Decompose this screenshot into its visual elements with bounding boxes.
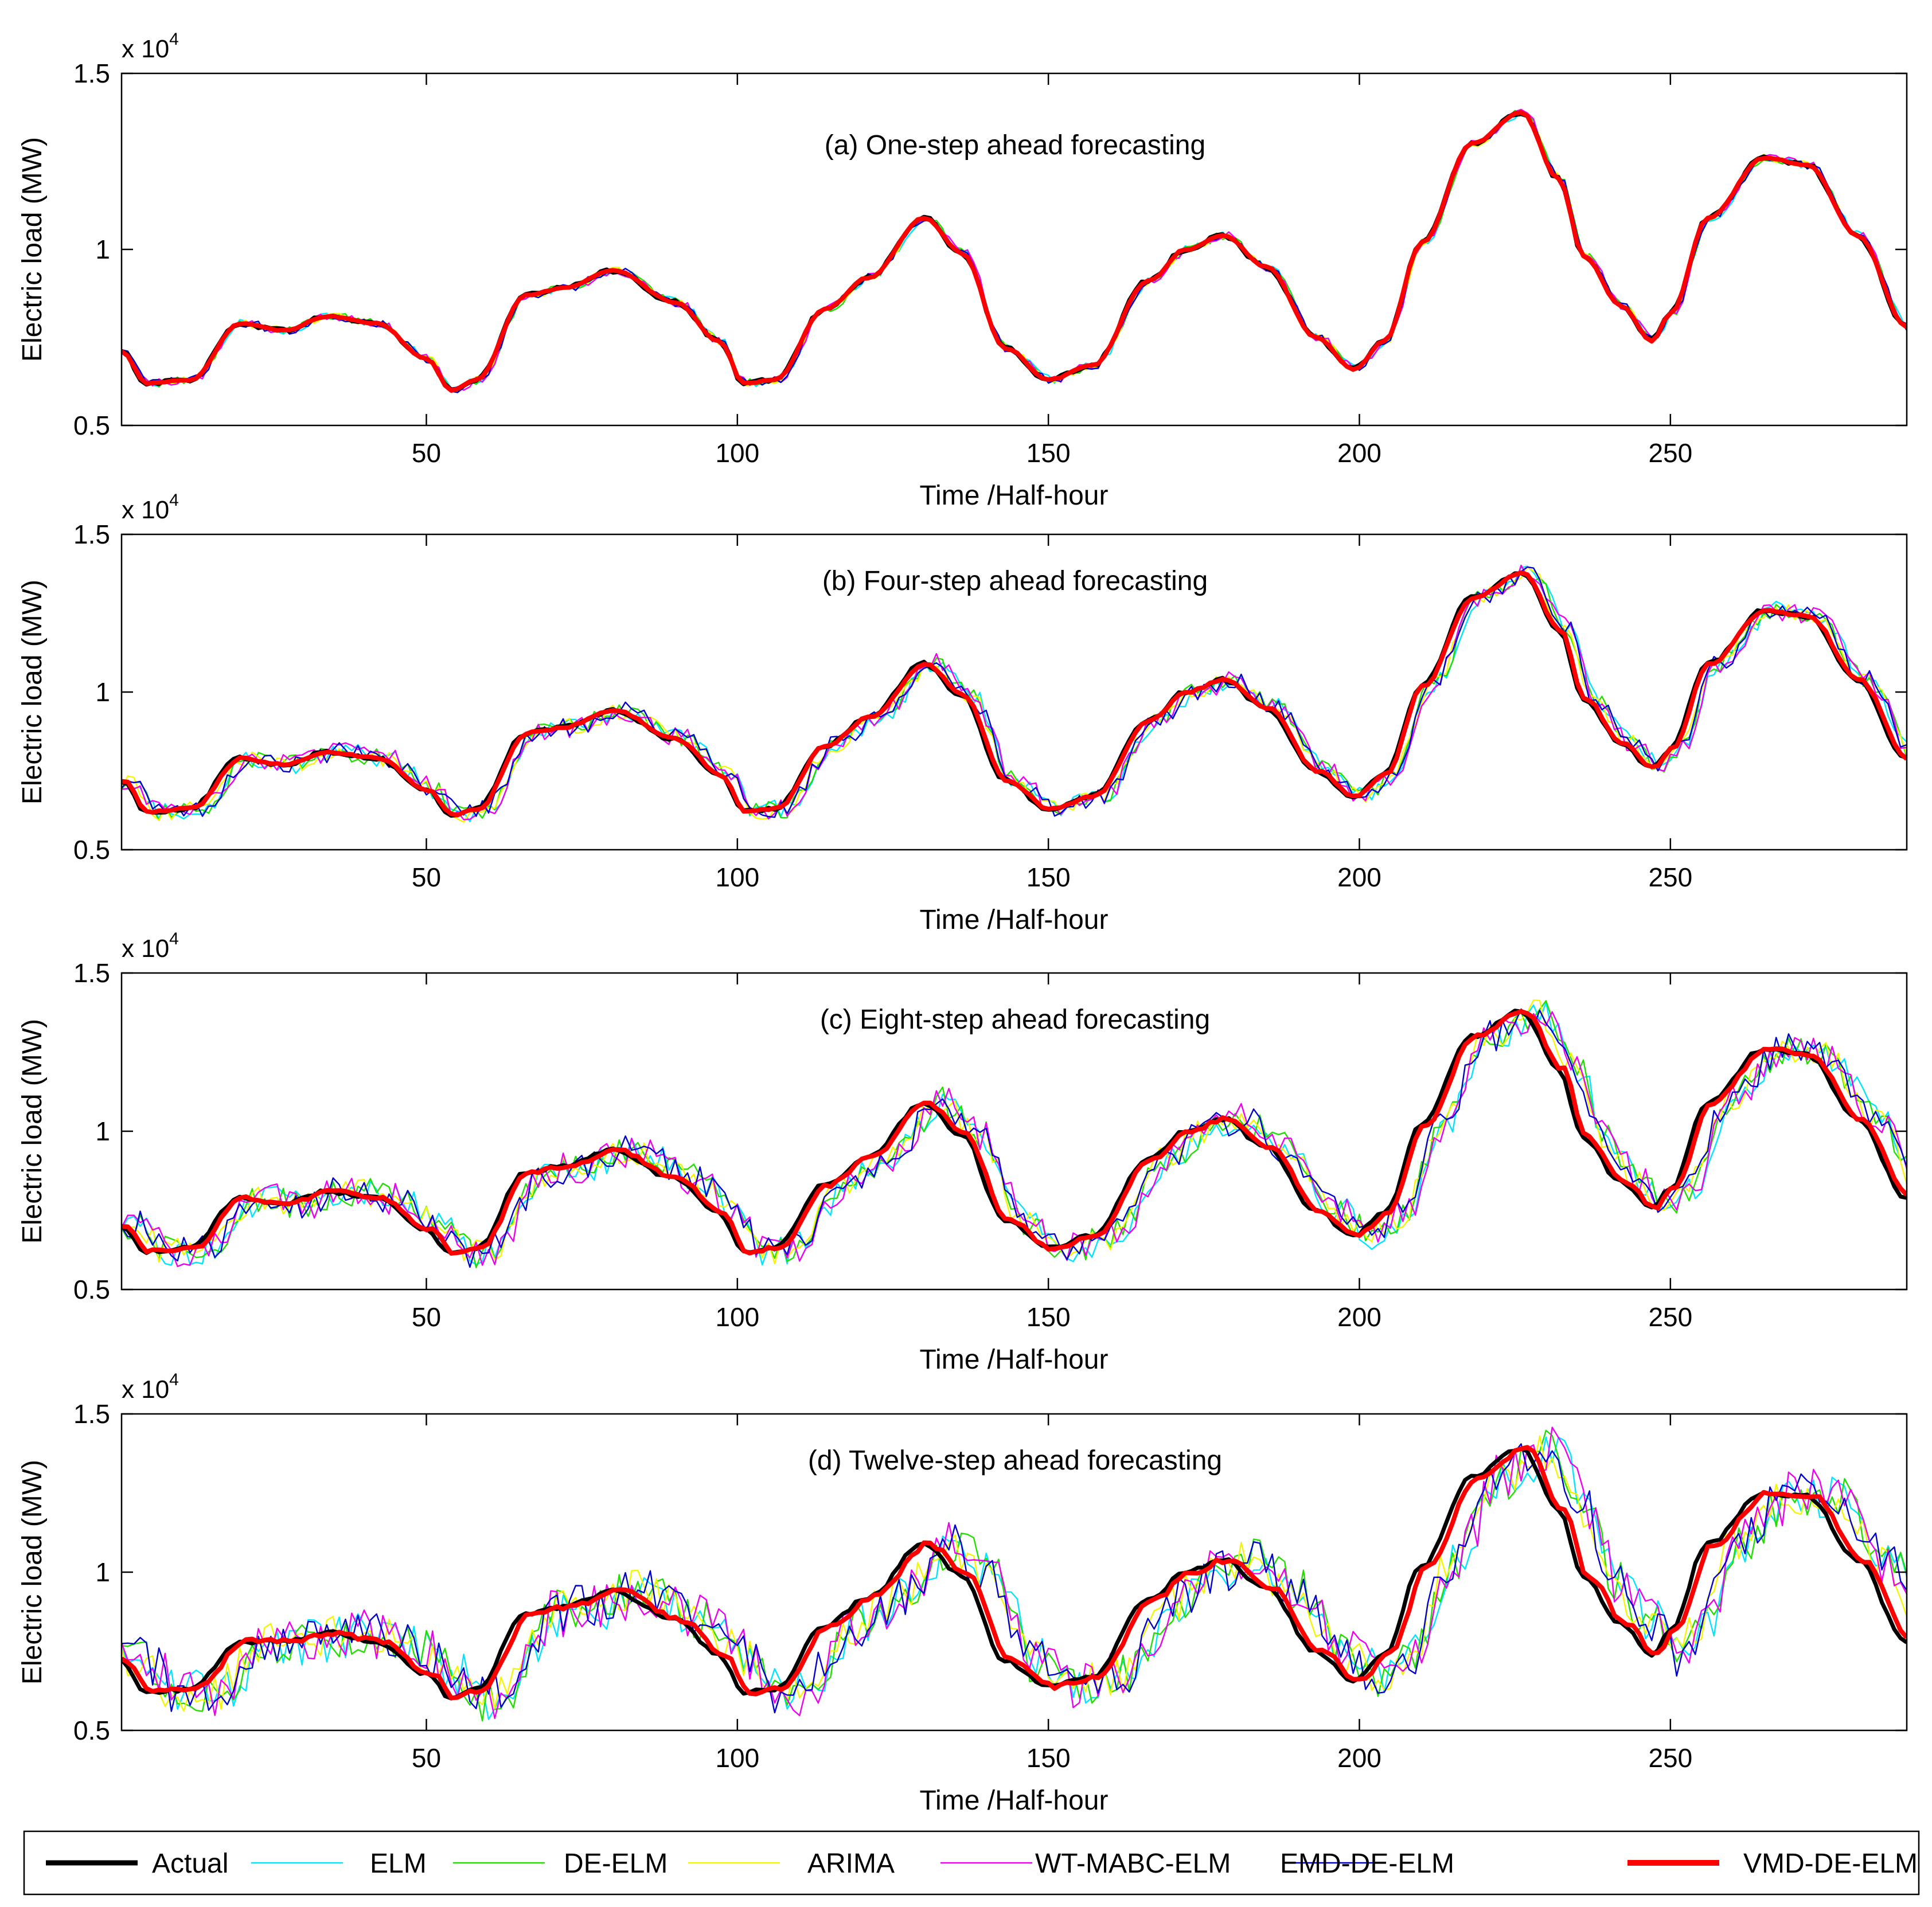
panel-c: 50 100 150 200 250 0.5 1 1.5 x 104 (c) Eight-step…	[17, 929, 1908, 1375]
x-tick-label: 200	[1337, 1302, 1381, 1332]
legend-label: EMD-DE-ELM	[1280, 1849, 1454, 1879]
legend-item: Actual	[46, 1849, 228, 1879]
x-tick-label: 200	[1337, 862, 1381, 892]
y-tick-label: 1.5	[73, 519, 110, 549]
legend-label: DE-ELM	[564, 1849, 668, 1879]
series-vmd-de-elm	[122, 1009, 1907, 1256]
y-tick-label: 1	[95, 1116, 110, 1146]
legend-label: WT-MABC-ELM	[1035, 1849, 1231, 1879]
x-tick-label: 250	[1648, 1743, 1692, 1773]
panel-b: 50 100 150 200 250 0.5 1 1.5 x 104 (b) Four-step …	[17, 491, 1908, 935]
x-axis-title: Time /Half-hour	[920, 480, 1109, 511]
legend-item: ELM	[251, 1849, 427, 1879]
x-tick-label: 50	[412, 438, 441, 468]
legend-item: EMD-DE-ELM	[1280, 1849, 1454, 1879]
y-axis-title: Electric load (MW)	[17, 1460, 48, 1685]
x-tick-label: 100	[715, 438, 759, 468]
x-tick-label: 100	[715, 862, 759, 892]
y-tick-label: 0.5	[73, 1715, 110, 1745]
x-tick-label: 200	[1337, 438, 1381, 468]
x-tick-label: 150	[1027, 862, 1071, 892]
x-tick-label: 100	[715, 1743, 759, 1773]
y-axis-title: Electric load (MW)	[17, 137, 48, 362]
x-tick-label: 150	[1027, 1743, 1071, 1773]
plot-area	[122, 1414, 1907, 1730]
x-tick-label: 50	[412, 1302, 441, 1332]
y-exponent-label: x 104	[122, 30, 179, 63]
legend-label: ARIMA	[807, 1849, 895, 1879]
x-tick-label: 250	[1648, 438, 1692, 468]
y-exponent-label: x 104	[122, 1370, 179, 1404]
plot-area	[122, 73, 1907, 425]
x-axis-title: Time /Half-hour	[920, 1785, 1109, 1816]
x-tick-label: 250	[1648, 1302, 1692, 1332]
legend-label: Actual	[152, 1849, 228, 1879]
y-tick-label: 0.5	[73, 835, 110, 865]
panel-title: (a) One-step ahead forecasting	[825, 130, 1205, 161]
panel-a: 50 100 150 200 250 0.5 1 1.5 x 104 (a) One-step a…	[17, 30, 1908, 511]
y-exponent-label: x 104	[122, 929, 179, 963]
x-tick-label: 150	[1027, 1302, 1071, 1332]
y-tick-label: 1	[95, 1557, 110, 1587]
x-tick-label: 200	[1337, 1743, 1381, 1773]
y-tick-label: 1	[95, 677, 110, 707]
series-emd-de-elm	[122, 1008, 1907, 1268]
panel-title: (b) Four-step ahead forecasting	[822, 566, 1208, 596]
series-vmd-de-elm	[122, 570, 1907, 818]
y-tick-label: 1.5	[73, 1399, 110, 1429]
y-tick-label: 1.5	[73, 958, 110, 988]
y-axis-title: Electric load (MW)	[17, 580, 48, 804]
y-tick-label: 0.5	[73, 411, 110, 440]
y-tick-label: 0.5	[73, 1275, 110, 1304]
x-axis-title: Time /Half-hour	[920, 1345, 1109, 1375]
legend-item: WT-MABC-ELM	[940, 1849, 1231, 1879]
series-wt-mabc-elm	[122, 1427, 1907, 1720]
legend-item: ARIMA	[688, 1849, 895, 1879]
legend-item: VMD-DE-ELM	[1627, 1849, 1918, 1879]
x-tick-label: 250	[1648, 862, 1692, 892]
plot-area	[122, 534, 1907, 850]
panel-title: (d) Twelve-step ahead forecasting	[808, 1445, 1222, 1476]
y-tick-label: 1.5	[73, 58, 110, 88]
panel-d: 50 100 150 200 250 0.5 1 1.5 x 104 (d) Twelve-ste…	[17, 1370, 1908, 1816]
legend-label: VMD-DE-ELM	[1743, 1849, 1918, 1879]
panel-title: (c) Eight-step ahead forecasting	[820, 1005, 1210, 1035]
legend: Actual ELM DE-ELM ARIMA WT-MABC-ELM EMD-DE-EL…	[23, 1830, 1920, 1896]
y-exponent-label: x 104	[122, 491, 179, 524]
series-vmd-de-elm	[122, 110, 1907, 393]
x-tick-label: 100	[715, 1302, 759, 1332]
legend-item: DE-ELM	[453, 1849, 668, 1879]
x-tick-label: 50	[412, 1743, 441, 1773]
series-emd-de-elm	[122, 1443, 1907, 1714]
x-tick-label: 150	[1027, 438, 1071, 468]
y-tick-label: 1	[95, 235, 110, 264]
legend-label: ELM	[370, 1849, 427, 1879]
y-axis-title: Electric load (MW)	[17, 1019, 48, 1244]
series-vmd-de-elm	[122, 1445, 1907, 1701]
x-axis-title: Time /Half-hour	[920, 905, 1109, 935]
x-tick-label: 50	[412, 862, 441, 892]
